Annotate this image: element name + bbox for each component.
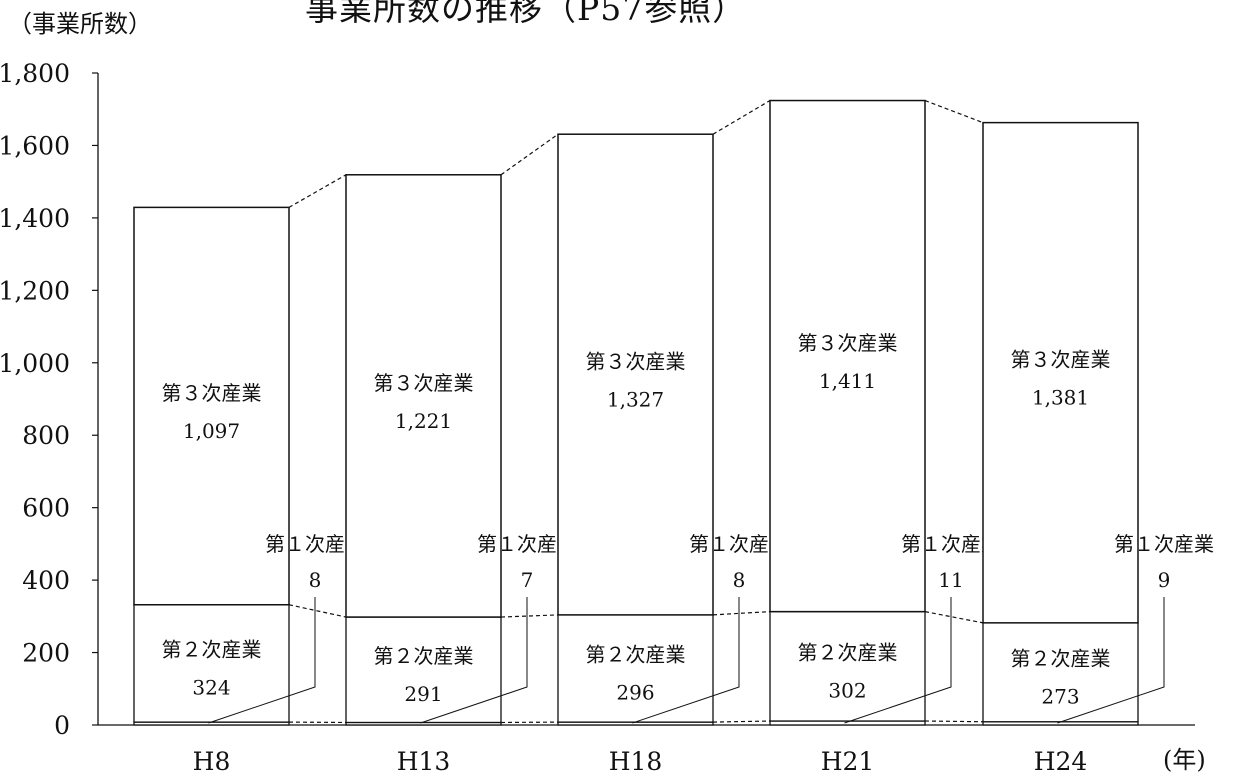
data-label-secondary-name: 第２次産業 <box>162 637 262 661</box>
data-label-tertiary-value: 1,097 <box>183 419 240 443</box>
x-axis-unit: (年) <box>1163 746 1206 774</box>
data-label-secondary-name: 第２次産業 <box>374 644 474 668</box>
connector-total <box>500 133 559 176</box>
x-tick-label: H21 <box>821 747 875 776</box>
data-label-primary-value: 9 <box>1158 568 1171 592</box>
y-tick-label: 1,600 <box>0 131 70 160</box>
data-label-secondary-value: 296 <box>616 680 654 704</box>
y-tick-label: 200 <box>22 639 70 668</box>
data-label-secondary-name: 第２次産業 <box>586 642 686 666</box>
connector-total <box>288 174 347 208</box>
y-tick-label: 1,200 <box>0 276 70 305</box>
bar-segment-secondary <box>769 610 926 722</box>
data-label-secondary-value: 291 <box>404 682 442 706</box>
data-label-tertiary-value: 1,221 <box>395 409 452 433</box>
chart-title: 事業所数の推移（P57参照） <box>305 0 747 28</box>
connector-secondary <box>712 611 771 616</box>
data-label-tertiary-name: 第３次産業 <box>374 371 474 395</box>
y-axis-unit: （事業所数） <box>8 10 152 38</box>
bar-segment-tertiary <box>557 133 714 616</box>
data-label-tertiary-value: 1,381 <box>1032 386 1089 410</box>
bar-segment-tertiary <box>769 99 926 613</box>
data-label-secondary-value: 273 <box>1041 684 1079 708</box>
y-tick-label: 600 <box>22 494 70 523</box>
connector-secondary <box>924 611 984 624</box>
data-label-secondary-name: 第２次産業 <box>798 640 898 664</box>
bar-segment-tertiary <box>345 174 502 618</box>
data-label-primary-value: 7 <box>521 568 534 592</box>
y-tick-label: 1,800 <box>0 59 70 88</box>
callout-leader-line <box>844 597 952 724</box>
connector-primary <box>712 720 771 723</box>
y-tick-label: 1,000 <box>0 349 70 378</box>
bar-segment-secondary <box>133 604 290 723</box>
data-label-tertiary-value: 1,411 <box>819 369 876 393</box>
data-label-secondary-value: 324 <box>192 675 230 699</box>
connector-secondary <box>500 614 559 618</box>
x-tick-label: H18 <box>609 747 663 776</box>
data-label-secondary-name: 第２次産業 <box>1011 646 1111 670</box>
x-tick-label: H13 <box>397 747 451 776</box>
data-label-primary-value: 11 <box>938 568 963 592</box>
connector-total <box>924 99 984 124</box>
data-label-tertiary-name: 第３次産業 <box>586 350 686 374</box>
bar-segment-tertiary <box>982 121 1139 624</box>
callout-leader-line <box>632 597 740 724</box>
data-label-secondary-value: 302 <box>828 678 866 702</box>
x-tick-label: H24 <box>1034 747 1088 776</box>
data-label-primary-value: 8 <box>733 568 746 592</box>
x-tick-label: H8 <box>193 747 231 776</box>
data-label-tertiary-name: 第３次産業 <box>162 381 262 405</box>
callout-leader-line <box>208 597 316 724</box>
data-label-primary-value: 8 <box>309 568 322 592</box>
y-tick-label: 0 <box>54 711 70 740</box>
bar-segment-secondary <box>557 614 714 723</box>
callout-leader-line <box>1057 597 1165 724</box>
data-label-primary-name: 第１次産業 <box>1114 532 1214 556</box>
bar-segment-tertiary <box>133 206 290 606</box>
connector-total <box>712 100 771 135</box>
bar-segment-secondary <box>345 616 502 724</box>
data-label-tertiary-name: 第３次産業 <box>1011 348 1111 372</box>
connector-primary <box>924 720 984 723</box>
y-tick-label: 400 <box>22 566 70 595</box>
callout-leader-line <box>420 597 528 724</box>
bar-segment-secondary <box>982 622 1139 723</box>
y-tick-label: 1,400 <box>0 204 70 233</box>
connector-secondary <box>288 604 347 618</box>
data-label-tertiary-value: 1,327 <box>607 388 664 412</box>
y-tick-label: 800 <box>22 421 70 450</box>
data-label-tertiary-name: 第３次産業 <box>798 331 898 355</box>
